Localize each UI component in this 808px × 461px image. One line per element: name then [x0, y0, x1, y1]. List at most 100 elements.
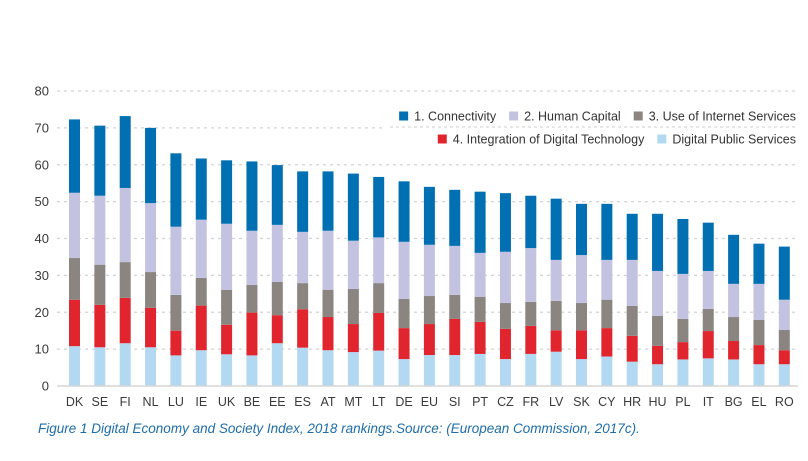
bar-segment-human-capital — [170, 226, 182, 295]
bar-segment-digital-public-services — [119, 343, 131, 386]
bar-segment-use-of-internet-services — [145, 272, 157, 308]
bar-group-ee — [271, 165, 283, 386]
bar-segment-use-of-internet-services — [119, 262, 131, 298]
bar-group-si — [449, 189, 461, 386]
bar-segment-integration-of-digital-technology — [271, 315, 283, 344]
y-tick-label: 80 — [35, 84, 49, 99]
bar-group-mt — [347, 173, 359, 386]
bar-segment-integration-of-digital-technology — [550, 330, 562, 352]
x-tick-label: EE — [269, 395, 286, 409]
bar-segment-digital-public-services — [271, 343, 283, 386]
bar-segment-connectivity — [297, 171, 309, 232]
bar-segment-digital-public-services — [601, 356, 613, 386]
bar-segment-digital-public-services — [145, 347, 157, 386]
bar-segment-connectivity — [626, 213, 638, 260]
bar-group-ro — [778, 246, 790, 386]
legend-label: 4. Integration of Digital Technology — [453, 133, 645, 147]
legend-label: 1. Connectivity — [414, 110, 497, 124]
bar-segment-human-capital — [373, 237, 385, 284]
bar-segment-human-capital — [702, 270, 714, 309]
bar-segment-human-capital — [297, 231, 309, 284]
bar-segment-use-of-internet-services — [271, 282, 283, 316]
x-tick-label: LV — [549, 395, 564, 409]
bar-segment-human-capital — [94, 195, 106, 265]
bar-segment-use-of-internet-services — [423, 296, 435, 325]
bar-segment-digital-public-services — [753, 364, 765, 386]
bar-segment-digital-public-services — [423, 355, 435, 386]
x-tick-label: LT — [372, 395, 386, 409]
bar-group-pl — [677, 218, 689, 386]
bar-segment-human-capital — [69, 192, 80, 259]
bar-segment-connectivity — [550, 198, 562, 260]
bar-segment-connectivity — [423, 186, 435, 245]
bar-segment-connectivity — [525, 195, 537, 249]
bar-segment-digital-public-services — [576, 359, 587, 386]
x-tick-label: LU — [168, 395, 184, 409]
bar-segment-digital-public-services — [398, 359, 410, 386]
bar-segment-use-of-internet-services — [753, 319, 765, 346]
bar-segment-use-of-internet-services — [702, 308, 714, 332]
y-tick-label: 10 — [35, 342, 49, 357]
bar-segment-use-of-internet-services — [677, 318, 689, 343]
bar-segment-digital-public-services — [550, 351, 562, 386]
bar-segment-digital-public-services — [170, 355, 182, 386]
bar-segment-human-capital — [119, 187, 131, 263]
x-tick-label: EL — [751, 395, 766, 409]
bar-segment-digital-public-services — [347, 352, 359, 386]
bar-segment-connectivity — [576, 203, 587, 256]
bar-segment-use-of-internet-services — [728, 317, 740, 342]
bar-segment-integration-of-digital-technology — [246, 312, 258, 356]
x-tick-label: HR — [623, 395, 641, 409]
x-tick-label: FI — [120, 395, 131, 409]
bar-segment-connectivity — [753, 243, 765, 284]
legend-swatch — [437, 134, 447, 144]
bar-segment-integration-of-digital-technology — [145, 307, 157, 348]
bar-group-lv — [550, 198, 562, 386]
bar-group-it — [702, 222, 714, 386]
bar-segment-digital-public-services — [94, 347, 106, 386]
legend-label: 2. Human Capital — [524, 110, 621, 124]
x-tick-label: CZ — [497, 395, 514, 409]
y-axis-ticks: 0 10 20 30 40 50 60 70 80 — [35, 84, 49, 394]
bar-segment-digital-public-services — [525, 353, 537, 386]
bar-segment-digital-public-services — [373, 350, 385, 386]
x-tick-label: MT — [344, 395, 362, 409]
bar-group-cz — [499, 193, 511, 386]
y-tick-label: 0 — [42, 379, 49, 394]
bar-segment-connectivity — [728, 234, 740, 284]
bar-segment-human-capital — [778, 299, 790, 330]
bar-segment-connectivity — [145, 127, 157, 204]
x-tick-label: BE — [244, 395, 261, 409]
bar-segment-integration-of-digital-technology — [322, 317, 334, 351]
bar-segment-digital-public-services — [652, 364, 664, 386]
bar-group-hr — [626, 213, 638, 386]
bar-group-lt — [373, 176, 385, 386]
bar-group-be — [246, 161, 258, 386]
bar-segment-integration-of-digital-technology — [69, 299, 80, 347]
x-tick-label: BG — [725, 395, 743, 409]
bar-segment-human-capital — [449, 245, 461, 295]
bar-segment-integration-of-digital-technology — [347, 324, 359, 353]
x-tick-label: NL — [143, 395, 159, 409]
bar-segment-use-of-internet-services — [297, 283, 309, 310]
bar-segment-human-capital — [195, 219, 207, 278]
bar-segment-digital-public-services — [195, 350, 207, 386]
bar-segment-use-of-internet-services — [652, 315, 664, 346]
bar-segment-connectivity — [246, 161, 258, 231]
bar-segment-integration-of-digital-technology — [94, 304, 106, 348]
bar-group-sk — [576, 203, 587, 386]
bar-segment-human-capital — [728, 283, 740, 318]
bar-group-fi — [119, 116, 131, 386]
bar-segment-integration-of-digital-technology — [753, 345, 765, 365]
bar-segment-digital-public-services — [69, 346, 80, 386]
bar-segment-human-capital — [753, 283, 765, 320]
x-tick-label: SK — [573, 395, 590, 409]
bar-segment-digital-public-services — [677, 359, 689, 386]
bar-group-cy — [601, 203, 613, 386]
bar-segment-connectivity — [195, 158, 207, 220]
x-tick-label: AT — [320, 395, 335, 409]
x-tick-label: PT — [472, 395, 488, 409]
bar-segment-integration-of-digital-technology — [525, 325, 537, 354]
bar-segment-integration-of-digital-technology — [601, 328, 613, 357]
x-tick-label: HU — [649, 395, 667, 409]
